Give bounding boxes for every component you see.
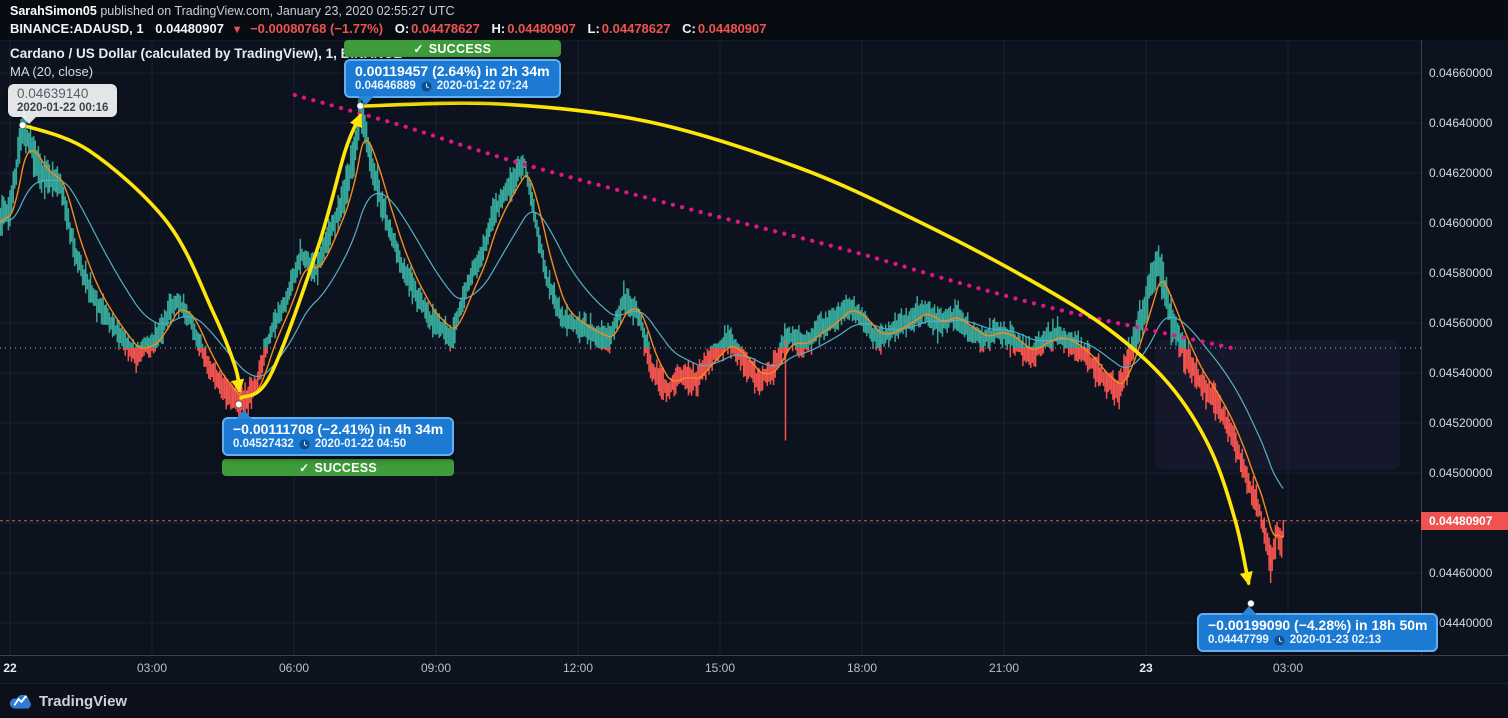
close-value: 0.04480907 <box>697 21 767 36</box>
tooltip-price: 0.04639140 <box>17 86 89 101</box>
clock-icon <box>421 80 432 92</box>
callout-box[interactable]: −0.00199090 (−4.28%) in 18h 50m 0.044477… <box>1197 606 1439 652</box>
open-label: O: <box>394 21 410 36</box>
chart-plot[interactable] <box>0 40 1421 656</box>
callout-box[interactable]: 0.00119457 (2.64%) in 2h 34m 0.04646889 … <box>344 59 561 105</box>
price-tick-label: 0.04560000 <box>1429 316 1493 330</box>
time-tick-label: 03:00 <box>136 661 168 675</box>
time-tick-label: 21:00 <box>988 661 1020 675</box>
callout-pointer <box>358 96 374 105</box>
low-value: 0.04478627 <box>601 21 671 36</box>
projection-callout-down1[interactable]: −0.00111708 (−2.41%) in 4h 34m 0.0452743… <box>222 410 455 476</box>
tooltip-pointer <box>22 117 36 124</box>
success-badge: ✓ SUCCESS <box>344 40 561 57</box>
time-tick-label: 03:00 <box>1272 661 1304 675</box>
callout-price: 0.04646889 <box>355 80 416 92</box>
price-tick-label: 0.04640000 <box>1429 116 1493 130</box>
tradingview-logo-icon[interactable] <box>9 690 32 713</box>
last-price: 0.04480907 <box>155 21 224 36</box>
time-tick-label: 23 <box>1139 661 1153 675</box>
high-value: 0.04480907 <box>507 21 576 36</box>
clock-icon <box>1274 634 1285 646</box>
price-tick-label: 0.04500000 <box>1429 466 1493 480</box>
published-text: published on TradingView.com, January 23… <box>96 4 455 18</box>
callout-change: −0.00111708 (−2.41%) in 4h 34m <box>233 421 444 437</box>
clock-icon <box>299 438 310 450</box>
price-axis[interactable] <box>1421 40 1508 655</box>
price-tick-label: 0.04620000 <box>1429 166 1493 180</box>
time-tick-label: 06:00 <box>278 661 310 675</box>
time-tick-label: 15:00 <box>704 661 736 675</box>
callout-box[interactable]: −0.00111708 (−2.41%) in 4h 34m 0.0452743… <box>222 410 455 456</box>
price-tick-label: 0.04600000 <box>1429 216 1493 230</box>
projection-callout-up[interactable]: ✓ SUCCESS 0.00119457 (2.64%) in 2h 34m 0.… <box>344 40 561 105</box>
close-label: C: <box>682 21 696 36</box>
time-tick-label: 12:00 <box>562 661 594 675</box>
time-tick-label: 22 <box>3 661 17 675</box>
callout-datetime: 2020-01-22 04:50 <box>314 438 407 450</box>
tradingview-brand[interactable]: TradingView <box>39 693 128 710</box>
chart-legend: Cardano / US Dollar (calculated by Tradi… <box>10 46 402 79</box>
callout-datetime: 2020-01-22 07:24 <box>436 80 529 92</box>
success-badge: ✓ SUCCESS <box>222 459 455 476</box>
down-triangle-icon: ▼ <box>231 24 243 36</box>
callout-change: 0.00119457 (2.64%) in 2h 34m <box>355 63 550 79</box>
callout-pointer <box>236 410 252 419</box>
time-axis[interactable] <box>0 655 1508 684</box>
callout-pointer <box>1241 606 1257 615</box>
time-tick-label: 18:00 <box>846 661 878 675</box>
callout-price: 0.04447799 <box>1208 634 1269 646</box>
footer-bar: TradingView <box>0 683 1508 718</box>
open-value: 0.04478627 <box>411 21 480 36</box>
published-line: SarahSimon05 published on TradingView.co… <box>10 4 454 18</box>
symbol-line: BINANCE:ADAUSD, 1 0.04480907 ▼ −0.000807… <box>10 21 767 36</box>
check-icon: ✓ <box>413 41 424 56</box>
price-tick-label: 0.04580000 <box>1429 266 1493 280</box>
ma-indicator-label: MA (20, close) <box>10 64 94 79</box>
high-label: H: <box>491 21 506 36</box>
tooltip-datetime: 2020-01-22 00:16 <box>17 102 109 114</box>
price-tick-label: 0.04440000 <box>1429 616 1493 630</box>
price-tick-label: 0.04460000 <box>1429 566 1493 580</box>
username: SarahSimon05 <box>10 4 97 18</box>
price-tick-label: 0.04540000 <box>1429 366 1493 380</box>
callout-datetime: 2020-01-23 02:13 <box>1289 634 1382 646</box>
current-price-label: 0.04480907 <box>1421 512 1508 530</box>
chart-title: Cardano / US Dollar (calculated by Tradi… <box>10 46 403 61</box>
low-label: L: <box>587 21 600 36</box>
symbol-label: BINANCE:ADAUSD, 1 <box>10 21 144 36</box>
time-tick-label: 09:00 <box>420 661 452 675</box>
projection-callout-down2[interactable]: −0.00199090 (−4.28%) in 18h 50m 0.044477… <box>1197 606 1439 652</box>
price-tooltip: 0.04639140 2020-01-22 00:16 <box>8 84 118 124</box>
callout-price: 0.04527432 <box>233 438 294 450</box>
change-value: −0.00080768 (−1.77%) <box>250 21 384 36</box>
callout-change: −0.00199090 (−4.28%) in 18h 50m <box>1208 617 1428 633</box>
success-badge-label: SUCCESS <box>314 460 378 475</box>
success-badge-label: SUCCESS <box>428 41 492 56</box>
price-tick-label: 0.04660000 <box>1429 66 1493 80</box>
price-tick-label: 0.04520000 <box>1429 416 1493 430</box>
check-icon: ✓ <box>299 460 310 475</box>
